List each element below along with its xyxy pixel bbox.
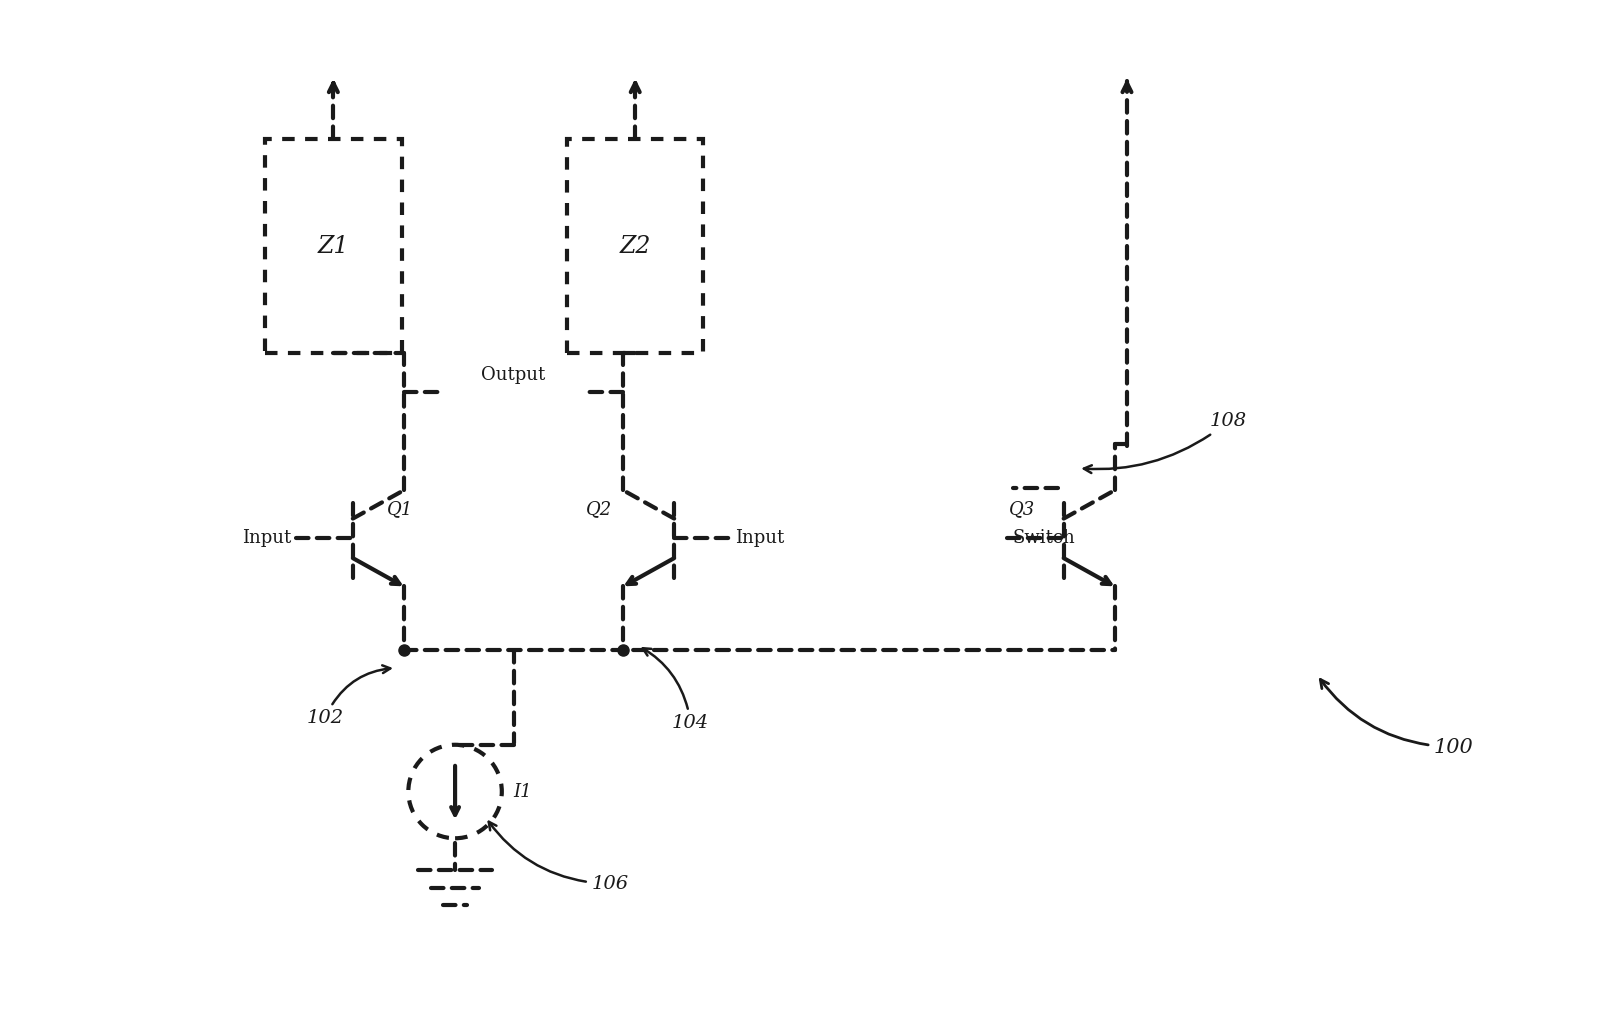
Text: Q3: Q3 bbox=[1010, 501, 1036, 518]
Text: Input: Input bbox=[736, 529, 785, 547]
Text: 106: 106 bbox=[488, 821, 629, 893]
Text: Z2: Z2 bbox=[619, 234, 652, 258]
Text: 102: 102 bbox=[306, 665, 391, 728]
Text: Q1: Q1 bbox=[387, 501, 413, 518]
Bar bbox=[567, 139, 704, 354]
Text: Q2: Q2 bbox=[585, 501, 613, 518]
Text: Switch: Switch bbox=[1012, 529, 1075, 547]
Bar bbox=[266, 139, 402, 354]
Text: Input: Input bbox=[242, 529, 292, 547]
Text: 108: 108 bbox=[1084, 412, 1247, 473]
Text: I1: I1 bbox=[514, 782, 532, 801]
Text: 100: 100 bbox=[1321, 680, 1473, 757]
Text: Z1: Z1 bbox=[318, 234, 349, 258]
Text: Output: Output bbox=[481, 367, 546, 384]
Text: 104: 104 bbox=[644, 649, 708, 732]
